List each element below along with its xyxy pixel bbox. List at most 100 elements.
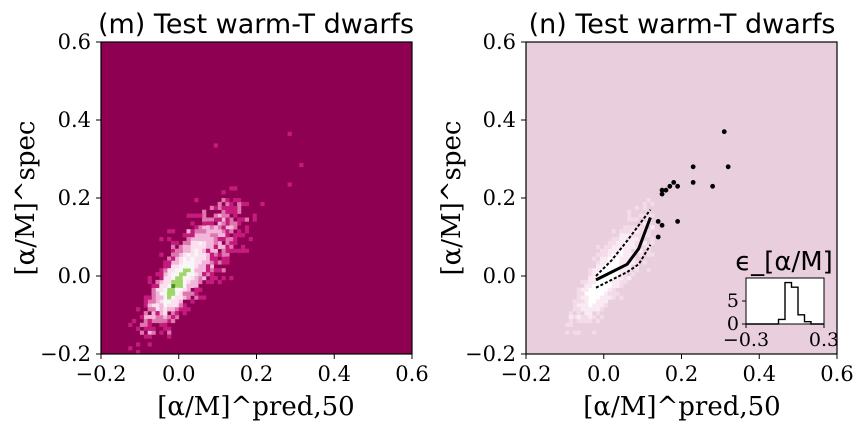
panel-m-density-cell <box>174 252 180 257</box>
panel-n-density-cell <box>564 322 570 327</box>
panel-m-density-cell <box>217 237 222 242</box>
panel-m-density-cell <box>205 260 211 265</box>
panel-m-density-cell <box>174 295 180 300</box>
panel-m-density-cell <box>209 225 215 230</box>
panel-n-density-cell <box>611 291 616 296</box>
panel-m-density-cell <box>135 350 141 355</box>
panel-m-density-cell <box>198 252 203 257</box>
panel-m-y-tick-label: 0.6 <box>58 30 91 54</box>
panel-n-density-cell <box>603 244 608 249</box>
panel-m-density-cell <box>194 287 199 292</box>
panel-m-density-cell <box>170 307 176 312</box>
panel-m-density-cell <box>163 315 168 320</box>
panel-n-density-cell <box>595 252 601 257</box>
panel-m-density-cell <box>194 279 199 285</box>
panel-m-density-cell <box>233 248 238 253</box>
panel-m-density-cell <box>159 303 164 308</box>
panel-n-density-cell <box>650 240 655 246</box>
panel-m-density-cell <box>174 260 180 265</box>
panel-n-density-cell <box>615 248 620 253</box>
panel-n-density-cell <box>580 279 585 285</box>
panel-m-density-cell <box>163 322 168 327</box>
inset-x-tick-label: −0.3 <box>723 329 769 351</box>
panel-n-density-cell <box>619 229 624 234</box>
panel-m-density-cell <box>205 256 211 261</box>
panel-n-density-cell <box>619 244 624 249</box>
panel-n-density-cell <box>588 311 593 316</box>
panel-n-density-cell <box>615 244 620 249</box>
panel-m-y-tick-label: 0.2 <box>58 186 91 210</box>
panel-m-density-cell <box>151 287 156 292</box>
panel-m-density-cell <box>178 303 183 308</box>
panel-m-density-cell <box>233 233 238 238</box>
panel-m-density-cell <box>217 268 222 273</box>
panel-n-density-cell <box>634 237 640 242</box>
panel-n-density-cell <box>615 237 620 242</box>
panel-m-density-cell <box>217 205 222 210</box>
panel-m-density-cell <box>194 283 199 288</box>
panel-n-density-cell <box>607 240 612 246</box>
panel-n-density-cell <box>599 248 605 253</box>
panel-n-density-cell <box>572 303 577 308</box>
panel-n-density-cell <box>588 283 593 288</box>
panel-m-density-cell <box>244 201 250 207</box>
panel-m-density-cell <box>209 248 215 253</box>
panel-m-density-cell <box>174 283 180 288</box>
panel-n-y-tick-label: 0.2 <box>483 186 516 210</box>
panel-n-density-cell <box>611 248 616 253</box>
panel-m-density-cell <box>209 272 215 277</box>
panel-m-density-cell <box>221 233 226 238</box>
panel-n-outlier-points <box>655 129 731 240</box>
panel-n-x-tick-label: 0.6 <box>820 362 853 386</box>
panel-n-density-cell <box>607 264 612 269</box>
panel-n-density-cell <box>607 279 612 285</box>
panel-m-density-cell <box>225 209 230 214</box>
panel-m-density-cell <box>190 276 195 281</box>
panel-m-density-cell <box>178 291 183 296</box>
panel-m-density-cell <box>182 252 187 257</box>
panel-n-density-cell <box>634 268 640 273</box>
panel-n-density-cell <box>607 256 612 261</box>
panel-m-density-cell <box>240 217 246 222</box>
panel-m-density-cell <box>151 303 156 308</box>
panel-m-density-cell <box>151 311 156 316</box>
panel-n-density-cell <box>607 244 612 249</box>
panel-n-density-cell <box>599 307 605 312</box>
panel-n-density-cell <box>642 260 647 265</box>
panel-n-density-cell <box>634 233 640 238</box>
panel-n-density-cell <box>603 287 608 292</box>
panel-m-density-cell <box>221 229 226 234</box>
panel-n-density-cell <box>615 276 620 281</box>
panel-m-density-cell <box>229 205 234 210</box>
panel-n-density-cell <box>638 225 643 230</box>
panel-n-density-cell <box>615 279 620 285</box>
panel-m-density-cell <box>163 279 168 285</box>
panel-m-density-cell <box>237 217 242 222</box>
panel-m-density-cell <box>237 248 242 253</box>
panel-m-density-cell <box>244 248 250 253</box>
panel-m-density-cell <box>244 225 250 230</box>
panel-n-density-cell <box>615 240 620 246</box>
panel-m-density-cell <box>225 240 230 246</box>
panel-n-density-cell <box>576 295 581 300</box>
panel-n-density-cell <box>642 244 647 249</box>
panel-m-density-cell <box>225 260 230 265</box>
panel-m-density-cell <box>170 276 176 281</box>
panel-n-density-cell <box>599 291 605 296</box>
panel-m-density-cell <box>170 264 176 269</box>
panel-n-density-cell <box>619 279 624 285</box>
panel-m-density-cell <box>213 229 218 234</box>
panel-m-density-cell <box>151 295 156 300</box>
panel-n-density-cell <box>623 252 628 257</box>
panel-m-density-cell <box>167 291 172 296</box>
panel-m-density-cell <box>205 225 211 230</box>
panel-n-density-cell <box>619 276 624 281</box>
panel-n-density-cell <box>607 268 612 273</box>
panel-n-density-cell <box>584 299 589 304</box>
panel-m-density-cell <box>209 233 215 238</box>
panel-n-density-cell <box>568 318 573 324</box>
panel-m-density-cell <box>233 240 238 246</box>
inset-y-tick-label: 5 <box>727 290 739 312</box>
panel-m-density-cell <box>167 237 172 242</box>
panel-m-density-cell <box>194 256 199 261</box>
